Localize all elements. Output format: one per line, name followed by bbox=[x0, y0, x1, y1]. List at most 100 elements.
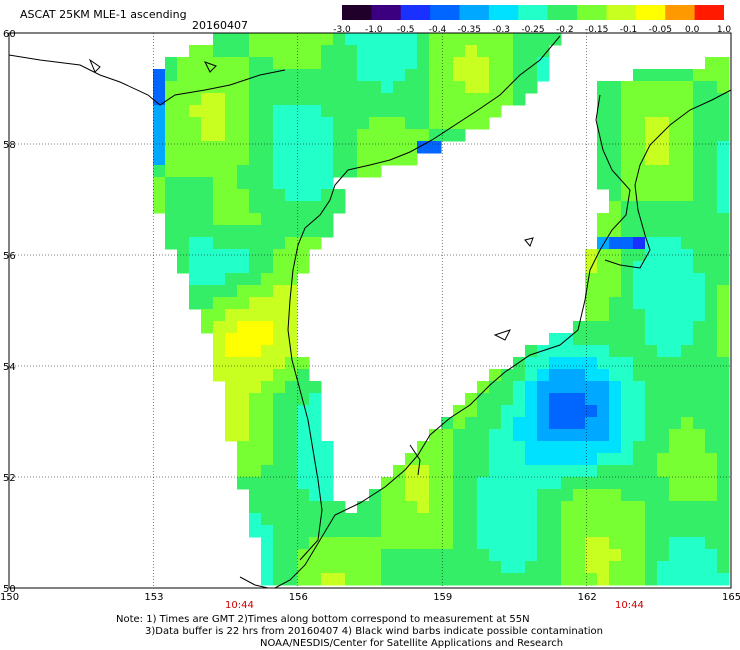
data-cell bbox=[465, 453, 478, 466]
data-cell bbox=[477, 33, 490, 46]
data-cell bbox=[393, 501, 406, 514]
data-cell bbox=[273, 549, 286, 562]
data-cell bbox=[609, 297, 622, 310]
data-cell bbox=[693, 225, 706, 238]
data-cell bbox=[705, 333, 718, 346]
data-cell bbox=[489, 381, 502, 394]
data-cell bbox=[717, 273, 730, 286]
data-cell bbox=[657, 453, 670, 466]
data-cell bbox=[645, 393, 658, 406]
data-cell bbox=[621, 525, 634, 538]
data-cell bbox=[681, 489, 694, 502]
data-cell bbox=[213, 225, 226, 238]
coastline-segment bbox=[88, 58, 101, 73]
data-cell bbox=[429, 561, 442, 574]
data-cell bbox=[645, 405, 658, 418]
data-cell bbox=[681, 261, 694, 274]
data-cell bbox=[573, 537, 586, 550]
legend-label: -0.35 bbox=[457, 25, 481, 35]
data-cell bbox=[657, 333, 670, 346]
data-cell bbox=[369, 537, 382, 550]
data-cell bbox=[609, 393, 622, 406]
data-cell bbox=[393, 537, 406, 550]
data-cell bbox=[477, 393, 490, 406]
data-cell bbox=[381, 105, 394, 118]
data-cell bbox=[621, 81, 634, 94]
data-cell bbox=[477, 417, 490, 430]
data-cell bbox=[189, 261, 202, 274]
data-cell bbox=[597, 165, 610, 178]
data-cell bbox=[657, 441, 670, 454]
data-cell bbox=[633, 417, 646, 430]
data-cell bbox=[357, 69, 370, 82]
data-cell bbox=[237, 81, 250, 94]
data-cell bbox=[441, 525, 454, 538]
data-cell bbox=[621, 381, 634, 394]
data-cell bbox=[621, 165, 634, 178]
data-cell bbox=[705, 117, 718, 130]
legend-label: -0.05 bbox=[648, 25, 672, 35]
data-cell bbox=[657, 489, 670, 502]
data-cell bbox=[717, 393, 730, 406]
data-cell bbox=[393, 561, 406, 574]
map-title: ASCAT 25KM MLE-1 ascending bbox=[20, 8, 187, 21]
data-cell bbox=[669, 429, 682, 442]
data-cell bbox=[405, 561, 418, 574]
data-cell bbox=[429, 465, 442, 478]
data-cell bbox=[537, 417, 550, 430]
data-cell bbox=[309, 465, 322, 478]
data-cell bbox=[273, 441, 286, 454]
data-cell bbox=[465, 441, 478, 454]
data-cell bbox=[717, 153, 730, 166]
data-cell bbox=[621, 261, 634, 274]
data-cell bbox=[585, 273, 598, 286]
data-cell bbox=[237, 417, 250, 430]
data-cell bbox=[465, 93, 478, 106]
data-cell bbox=[717, 441, 730, 454]
data-cell bbox=[501, 441, 514, 454]
data-cell bbox=[213, 309, 226, 322]
data-cell bbox=[249, 333, 262, 346]
data-cell bbox=[705, 177, 718, 190]
data-cell bbox=[357, 153, 370, 166]
data-cell bbox=[273, 489, 286, 502]
data-cell bbox=[621, 537, 634, 550]
data-cell bbox=[717, 561, 730, 574]
data-cell bbox=[201, 261, 214, 274]
data-cell bbox=[549, 573, 562, 586]
data-cell bbox=[621, 105, 634, 118]
data-cell bbox=[177, 201, 190, 214]
data-cell bbox=[441, 441, 454, 454]
legend-labels: -3.0 -1.0 -0.5 -0.4 -0.35 -0.3 -0.25 -0.2 -0.15-… bbox=[322, 25, 740, 39]
data-cell bbox=[561, 345, 574, 358]
data-cell bbox=[633, 333, 646, 346]
data-cell bbox=[657, 465, 670, 478]
data-cell bbox=[705, 393, 718, 406]
legend-label: -0.1 bbox=[619, 25, 638, 35]
data-cell bbox=[225, 153, 238, 166]
data-cell bbox=[177, 81, 190, 94]
data-cell bbox=[297, 105, 310, 118]
data-cell bbox=[357, 105, 370, 118]
data-cell bbox=[717, 141, 730, 154]
data-cell bbox=[285, 465, 298, 478]
data-cell bbox=[261, 549, 274, 562]
data-cell bbox=[561, 489, 574, 502]
data-cell bbox=[249, 489, 262, 502]
data-cell bbox=[237, 429, 250, 442]
data-cell bbox=[321, 33, 334, 46]
data-cell bbox=[213, 117, 226, 130]
data-cell bbox=[549, 513, 562, 526]
data-cell bbox=[501, 549, 514, 562]
data-cell bbox=[297, 33, 310, 46]
data-cell bbox=[465, 429, 478, 442]
data-cell bbox=[609, 525, 622, 538]
data-cell bbox=[537, 489, 550, 502]
data-cell bbox=[645, 513, 658, 526]
data-cell bbox=[621, 333, 634, 346]
data-cell bbox=[597, 225, 610, 238]
data-cell bbox=[225, 105, 238, 118]
data-cell bbox=[357, 81, 370, 94]
data-cell bbox=[477, 501, 490, 514]
data-cell bbox=[657, 357, 670, 370]
